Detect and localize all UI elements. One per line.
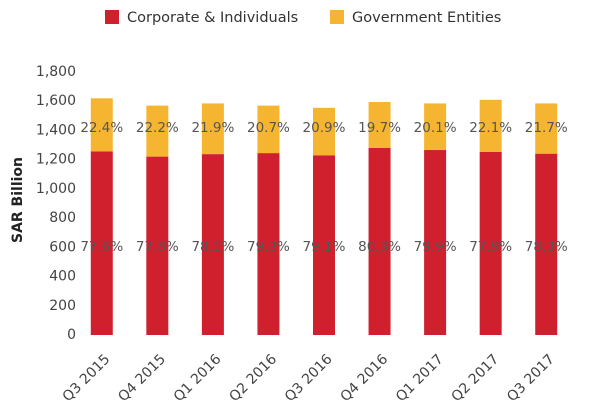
x-tick-label: Q3 2015	[60, 351, 114, 405]
data-label: 22.2%	[136, 120, 179, 136]
y-tick-label: 400	[49, 269, 76, 285]
x-tick-label: Q1 2016	[171, 351, 225, 405]
legend-label: Corporate & Individuals	[127, 10, 298, 26]
bar-segment	[201, 154, 224, 335]
x-tick-label: Q4 2016	[337, 351, 391, 405]
legend-swatch	[105, 10, 119, 24]
data-label: 22.4%	[80, 120, 123, 136]
y-tick-label: 200	[49, 298, 76, 314]
data-label: 21.9%	[191, 120, 234, 136]
bar-segment	[424, 150, 447, 335]
legend-swatch	[330, 10, 344, 24]
data-label: 77.6%	[80, 239, 123, 255]
bar-segment	[424, 103, 447, 151]
data-label: 79.9%	[414, 239, 457, 255]
x-tick-label: Q1 2017	[393, 351, 447, 405]
bar-segment	[368, 101, 391, 148]
y-tick-label: 1,800	[36, 64, 76, 80]
y-tick-label: 600	[49, 239, 76, 255]
bar-segment	[146, 105, 169, 157]
y-tick-label: 1,200	[36, 152, 76, 168]
bar-segment	[479, 151, 502, 335]
bar-segment	[535, 153, 558, 335]
x-tick-label: Q2 2017	[449, 351, 503, 405]
legend-label: Government Entities	[352, 10, 501, 26]
data-label: 20.1%	[414, 120, 457, 136]
x-tick-label: Q3 2016	[282, 351, 336, 405]
data-label: 22.1%	[469, 120, 512, 136]
axis-label: SAR Billion	[10, 157, 26, 243]
bar-segment	[313, 155, 335, 335]
data-label: 78.1%	[191, 239, 234, 255]
data-label: 79.1%	[303, 239, 346, 255]
bar-segment	[201, 103, 224, 155]
data-label: 80.3%	[358, 239, 401, 255]
x-tick-label: Q2 2016	[226, 351, 280, 405]
x-tick-label: Q4 2015	[115, 351, 169, 405]
x-tick-label: Q3 2017	[504, 351, 558, 405]
bar-segment	[479, 99, 502, 152]
bar-segment	[257, 105, 280, 154]
bar-segment	[90, 151, 113, 335]
data-label: 19.7%	[358, 120, 401, 136]
bar-segment	[146, 156, 169, 335]
bar-segment	[535, 103, 558, 154]
y-tick-label: 1,600	[36, 93, 76, 109]
data-label: 78.3%	[525, 239, 568, 255]
data-label: 79.3%	[247, 239, 290, 255]
data-label: 77.9%	[469, 239, 512, 255]
data-label: 20.7%	[247, 120, 290, 136]
bar-segment	[90, 98, 113, 152]
bar-segment	[257, 153, 280, 335]
y-tick-label: 1,400	[36, 122, 76, 138]
data-label: 21.7%	[525, 120, 568, 136]
data-label: 20.9%	[303, 120, 346, 136]
y-tick-label: 800	[49, 210, 76, 226]
y-tick-label: 1,000	[36, 181, 76, 197]
data-label: 77.8%	[136, 239, 179, 255]
bar-segment	[313, 107, 335, 156]
y-tick-label: 0	[67, 327, 76, 343]
bar-segment	[368, 147, 391, 335]
